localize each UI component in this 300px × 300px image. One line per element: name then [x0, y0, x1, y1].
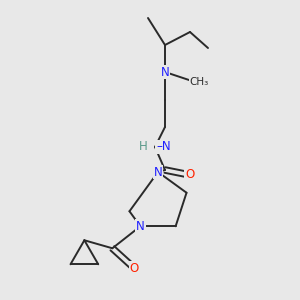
- Text: –N: –N: [156, 140, 171, 154]
- Text: O: O: [185, 169, 195, 182]
- Text: O: O: [130, 262, 139, 275]
- Text: N: N: [154, 166, 162, 178]
- Text: N: N: [136, 220, 145, 233]
- Text: H: H: [139, 140, 148, 154]
- Text: N: N: [160, 65, 169, 79]
- Text: CH₃: CH₃: [189, 77, 208, 87]
